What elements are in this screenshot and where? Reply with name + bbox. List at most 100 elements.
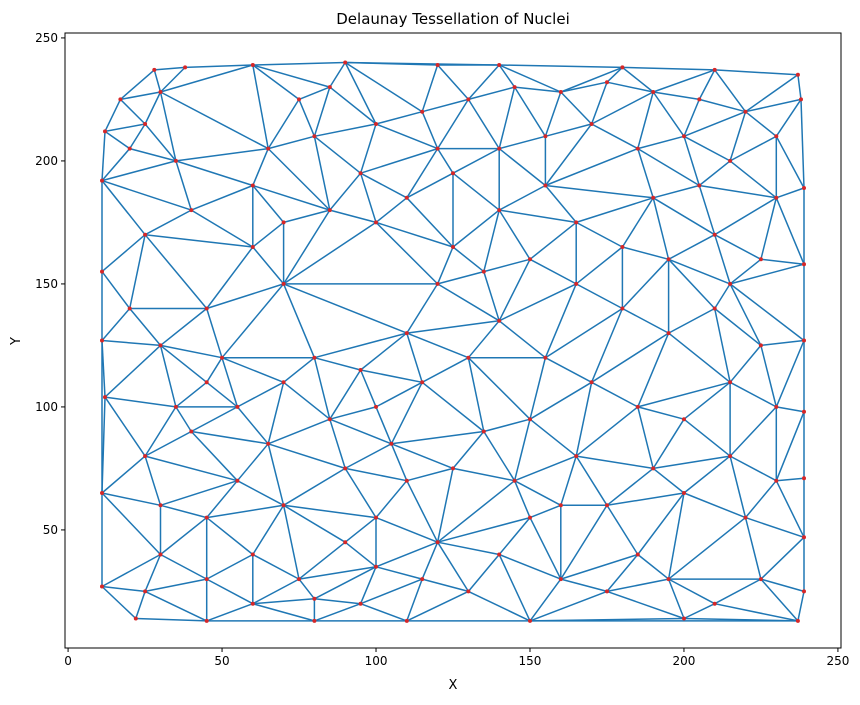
nucleus-point (220, 355, 224, 360)
triangulation-edge (575, 246, 623, 285)
triangulation-edge (160, 517, 208, 556)
triangulation-edge (668, 234, 716, 260)
nucleus-point (774, 404, 779, 409)
nucleus-point (728, 454, 733, 459)
triangulation-edge (760, 578, 799, 622)
nucleus-point (327, 417, 332, 422)
triangulation-edge (104, 130, 131, 150)
triangulation-edge (575, 283, 623, 310)
triangulation-edge (101, 234, 146, 273)
nucleus-point (451, 466, 455, 471)
triangulation-edge (653, 91, 700, 101)
y-tick-label: 200 (35, 154, 58, 168)
triangulation-edge (104, 99, 122, 132)
triangulation-edge (683, 99, 700, 137)
nucleus-point (497, 318, 502, 323)
y-axis-label: Y (9, 337, 24, 346)
nucleus-point (682, 616, 686, 621)
x-tick-label: 100 (365, 654, 388, 668)
nucleus-point (620, 306, 625, 311)
nucleus-point (635, 404, 640, 409)
triangulation-edge (344, 541, 377, 568)
nucleus-point (404, 195, 409, 200)
nucleus-point (127, 146, 132, 151)
triangulation-edge (406, 332, 469, 359)
triangulation-edge (101, 492, 161, 507)
x-tick-label: 150 (519, 654, 542, 668)
triangulation-edge (775, 340, 805, 408)
triangulation-edge (104, 396, 146, 457)
nucleus-point (100, 178, 104, 183)
triangulation-edge (359, 123, 377, 174)
triangulation-edge (135, 617, 207, 622)
triangulation-edge (159, 345, 177, 408)
triangulation-edge (252, 221, 285, 248)
nucleus-point (774, 195, 779, 200)
nucleus-point (451, 171, 455, 176)
triangulation-edge (252, 184, 331, 211)
triangulation-edge (467, 64, 500, 100)
triangulation-edge (729, 111, 747, 162)
triangulation-edge (776, 406, 805, 413)
nucleus-point (312, 596, 317, 601)
nucleus-point (100, 338, 104, 343)
triangulation-edge (437, 516, 531, 543)
nucleus-point (100, 491, 104, 495)
triangulation-edge (498, 283, 577, 322)
nucleus-point (697, 97, 702, 102)
triangulation-edge (329, 86, 377, 125)
triangulation-edge (185, 64, 253, 69)
triangulation-edge (729, 381, 777, 408)
nucleus-point (312, 355, 317, 360)
triangulation-edge (390, 381, 423, 445)
triangulation-edge (776, 187, 805, 199)
triangulation-edge (529, 357, 547, 420)
triangulation-edge (206, 504, 284, 519)
triangulation-edge (252, 504, 285, 555)
triangulation-edge (406, 467, 454, 482)
nucleus-point (712, 306, 717, 311)
triangulation-edge (544, 283, 577, 358)
triangulation-edge (252, 61, 346, 66)
nucleus-point (358, 368, 363, 372)
triangulation-edge (483, 418, 531, 433)
triangulation-edge (160, 504, 207, 519)
nucleus-point (127, 306, 132, 311)
triangulation-edge (344, 468, 377, 518)
triangulation-edge (729, 263, 805, 285)
triangulation-edge (406, 283, 439, 334)
nucleus-point (802, 589, 806, 594)
triangulation-edge (375, 221, 439, 285)
triangulation-edge (101, 148, 131, 182)
nucleus-point (758, 343, 763, 348)
triangulation-edge (375, 123, 438, 150)
triangulation-edge (252, 553, 300, 580)
triangulation-edge (452, 246, 485, 273)
triangulation-edge (101, 585, 146, 593)
triangulation-edge (221, 357, 239, 408)
nucleus-point (358, 601, 363, 606)
triangulation-edge (699, 184, 777, 199)
triangulation-edge (175, 147, 269, 162)
triangulation-edge (622, 246, 669, 261)
triangulation-edge (313, 135, 362, 174)
triangulation-edge (776, 477, 805, 482)
triangulation-edge (529, 517, 562, 580)
triangulation-edge (283, 283, 408, 334)
triangulation-edge (591, 332, 670, 383)
nucleus-point (528, 618, 532, 623)
triangulation-edge (160, 344, 223, 359)
triangulation-edge (421, 381, 485, 433)
triangulation-edge (345, 467, 407, 482)
triangulation-edge (144, 406, 177, 457)
triangulation-edge (590, 308, 624, 383)
nucleus-point (143, 122, 148, 126)
triangulation-edge (206, 517, 254, 556)
triangulation-edge (668, 578, 716, 605)
triangulation-edge (513, 86, 547, 137)
triangulation-edge (468, 86, 515, 101)
triangulation-edge (683, 136, 701, 186)
triangulation-edge (775, 411, 805, 481)
triangulation-edge (498, 148, 546, 187)
triangulation-edge (252, 246, 285, 285)
